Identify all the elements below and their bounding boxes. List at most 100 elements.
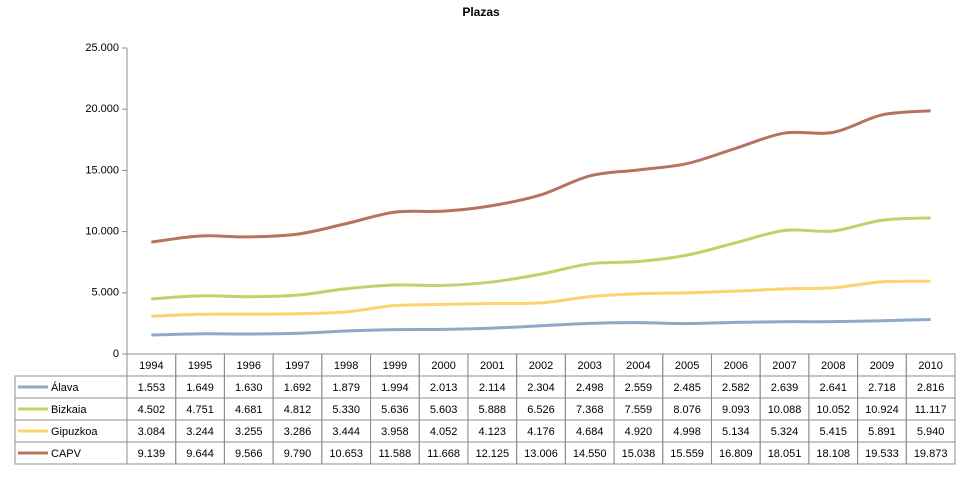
data-label: 4.920 xyxy=(625,426,653,438)
data-label: 6.526 xyxy=(527,404,555,416)
y-tick-label: 15.000 xyxy=(85,164,119,176)
x-tick-label: 2007 xyxy=(772,360,796,372)
data-label: 5.134 xyxy=(722,426,750,438)
data-label: 8.076 xyxy=(673,404,701,416)
data-label: 19.873 xyxy=(914,448,948,460)
data-label: 9.139 xyxy=(138,448,166,460)
data-label: 5.415 xyxy=(819,426,847,438)
data-label: 15.559 xyxy=(670,448,704,460)
data-label: 5.940 xyxy=(917,426,945,438)
data-label: 2.641 xyxy=(819,382,847,394)
data-label: 2.485 xyxy=(673,382,701,394)
x-tick-label: 1996 xyxy=(237,360,261,372)
data-label: 1.994 xyxy=(381,382,409,394)
x-tick-label: 2008 xyxy=(821,360,845,372)
data-label: 4.812 xyxy=(284,404,312,416)
data-label: 9.566 xyxy=(235,448,263,460)
data-label: 2.559 xyxy=(625,382,653,394)
legend-label: Bizkaia xyxy=(51,404,87,416)
data-label: 2.304 xyxy=(527,382,555,394)
data-label: 4.998 xyxy=(673,426,701,438)
data-label: 1.692 xyxy=(284,382,312,394)
legend-label: Gipuzkoa xyxy=(51,426,98,438)
data-label: 10.088 xyxy=(768,404,802,416)
data-label: 4.052 xyxy=(430,426,458,438)
x-tick-label: 2005 xyxy=(675,360,699,372)
data-label: 19.533 xyxy=(865,448,899,460)
x-tick-label: 1998 xyxy=(334,360,358,372)
legend-label: Álava xyxy=(51,381,79,394)
data-label: 3.286 xyxy=(284,426,312,438)
data-label: 12.125 xyxy=(475,448,509,460)
data-label: 11.117 xyxy=(915,404,947,416)
data-label: 18.108 xyxy=(816,448,850,460)
x-tick-label: 2006 xyxy=(724,360,748,372)
data-label: 5.888 xyxy=(479,404,507,416)
chart-title: Plazas xyxy=(462,5,500,19)
x-tick-label: 1997 xyxy=(285,360,309,372)
x-tick-label: 1999 xyxy=(383,360,407,372)
y-tick-label: 25.000 xyxy=(85,42,119,54)
data-label: 9.093 xyxy=(722,404,750,416)
data-label: 2.816 xyxy=(917,382,945,394)
data-label: 3.255 xyxy=(235,426,263,438)
data-label: 4.176 xyxy=(527,426,555,438)
x-tick-label: 2000 xyxy=(431,360,455,372)
data-label: 2.582 xyxy=(722,382,750,394)
data-label: 9.644 xyxy=(186,448,214,460)
data-label: 5.636 xyxy=(381,404,409,416)
x-tick-label: 2001 xyxy=(480,360,504,372)
y-tick-label: 10.000 xyxy=(85,226,119,238)
legend-label: CAPV xyxy=(51,448,82,460)
data-label: 2.013 xyxy=(430,382,458,394)
x-tick-label: 2009 xyxy=(870,360,894,372)
data-label: 4.684 xyxy=(576,426,604,438)
y-tick-label: 5.000 xyxy=(91,287,119,299)
x-tick-label: 2010 xyxy=(918,360,942,372)
data-label: 2.639 xyxy=(771,382,799,394)
data-label: 10.653 xyxy=(329,448,363,460)
x-tick-label: 1994 xyxy=(139,360,163,372)
data-label: 5.603 xyxy=(430,404,458,416)
data-label: 4.751 xyxy=(186,404,214,416)
data-label: 5.324 xyxy=(771,426,799,438)
data-label: 7.559 xyxy=(625,404,653,416)
data-label: 1.649 xyxy=(186,382,214,394)
data-label: 1.553 xyxy=(138,382,166,394)
y-tick-label: 20.000 xyxy=(85,103,119,115)
data-label: 11.588 xyxy=(378,448,411,460)
x-tick-label: 2003 xyxy=(577,360,601,372)
data-label: 3.958 xyxy=(381,426,409,438)
data-label: 4.681 xyxy=(235,404,263,416)
series-line xyxy=(151,279,931,318)
data-label: 9.790 xyxy=(284,448,312,460)
data-label: 14.550 xyxy=(573,448,607,460)
data-label: 1.630 xyxy=(235,382,263,394)
data-label: 3.084 xyxy=(138,426,166,438)
data-label: 15.038 xyxy=(622,448,656,460)
data-label: 3.444 xyxy=(332,426,360,438)
data-label: 10.052 xyxy=(816,404,850,416)
table-cell xyxy=(905,441,956,465)
data-label: 16.809 xyxy=(719,448,753,460)
data-label: 2.498 xyxy=(576,382,604,394)
data-label: 10.924 xyxy=(865,404,899,416)
data-label: 18.051 xyxy=(768,448,802,460)
data-label: 4.123 xyxy=(479,426,507,438)
x-tick-label: 2002 xyxy=(529,360,553,372)
y-tick-label: 0 xyxy=(113,348,119,360)
data-label: 11.668 xyxy=(427,448,460,460)
series-line xyxy=(151,216,931,301)
x-tick-label: 1995 xyxy=(188,360,212,372)
data-label: 3.244 xyxy=(186,426,214,438)
data-label: 4.502 xyxy=(138,404,166,416)
data-label: 1.879 xyxy=(332,382,360,394)
data-label: 5.330 xyxy=(332,404,360,416)
series-line xyxy=(151,109,931,244)
data-label: 13.006 xyxy=(524,448,558,460)
series-line xyxy=(151,318,931,337)
data-label: 7.368 xyxy=(576,404,604,416)
data-label: 2.114 xyxy=(479,382,506,394)
data-label: 2.718 xyxy=(868,382,896,394)
